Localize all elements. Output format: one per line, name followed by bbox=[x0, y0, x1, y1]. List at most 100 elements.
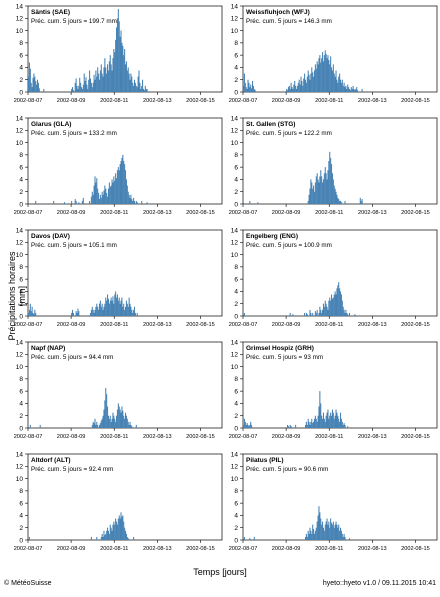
precip-bar bbox=[28, 76, 30, 92]
precip-bar bbox=[251, 80, 254, 92]
y-tick-label: 2 bbox=[19, 77, 23, 84]
precip-bar bbox=[340, 79, 342, 92]
precip-bar bbox=[35, 312, 37, 316]
x-tick-label: 2002-08-13 bbox=[143, 98, 172, 104]
precip-bar bbox=[124, 164, 126, 204]
precip-bar bbox=[322, 61, 324, 92]
precip-bar bbox=[110, 421, 112, 428]
precip-bar bbox=[306, 314, 308, 316]
x-tick-label: 2002-08-15 bbox=[186, 434, 215, 440]
x-tick-label: 2002-08-15 bbox=[401, 210, 430, 216]
precip-bar bbox=[130, 424, 132, 428]
precip-bar bbox=[304, 79, 307, 92]
panel-title: Weissfluhjoch (WFJ) bbox=[246, 9, 310, 16]
precip-bar bbox=[116, 415, 118, 428]
precip-bar bbox=[286, 88, 288, 92]
precip-bar bbox=[125, 533, 127, 540]
precip-bar bbox=[131, 199, 133, 204]
panel-annotation: Préc. cum. 5 jours = 94.4 mm bbox=[31, 354, 113, 361]
precip-bar bbox=[123, 55, 125, 92]
precip-bar bbox=[125, 64, 127, 92]
precip-bar bbox=[108, 418, 110, 428]
panel-annotation: Préc. cum. 5 jours = 92.4 mm bbox=[31, 466, 113, 473]
x-tick-label: 2002-08-07 bbox=[229, 98, 258, 104]
y-tick-label: 4 bbox=[234, 289, 238, 296]
precip-bar bbox=[328, 60, 330, 92]
y-tick-label: 4 bbox=[234, 401, 238, 408]
precip-bar bbox=[108, 182, 110, 204]
precip-bar bbox=[121, 297, 123, 316]
precip-bar bbox=[331, 524, 333, 540]
precip-bar bbox=[342, 424, 344, 428]
panel-8: 0 2 4 6 8 10 12 14 2002-08-07 2002-08-09 2002-08-1… bbox=[229, 339, 438, 440]
precip-bar bbox=[118, 170, 120, 204]
precip-bar bbox=[89, 200, 91, 204]
y-tick-label: 4 bbox=[19, 401, 23, 408]
precip-bar bbox=[36, 84, 38, 92]
precip-bar bbox=[113, 49, 115, 92]
precip-bar bbox=[322, 521, 324, 540]
precip-bar bbox=[340, 530, 342, 540]
precip-bar bbox=[316, 521, 318, 540]
precip-bar bbox=[123, 161, 125, 204]
precip-bar bbox=[85, 77, 87, 92]
y-tick-label: 10 bbox=[16, 28, 24, 35]
precip-bar bbox=[325, 303, 327, 316]
precip-bar bbox=[142, 88, 145, 92]
precip-bar bbox=[317, 415, 319, 428]
precip-bar bbox=[129, 421, 131, 428]
x-tick-label: 2002-08-09 bbox=[272, 322, 301, 328]
precip-bar bbox=[332, 412, 334, 428]
precip-bar bbox=[33, 73, 35, 92]
precip-bar bbox=[127, 67, 129, 92]
precip-bar bbox=[117, 167, 119, 204]
precip-bar bbox=[125, 61, 127, 92]
precip-bar bbox=[328, 161, 330, 204]
precip-bar bbox=[305, 533, 307, 540]
precip-bar bbox=[313, 528, 315, 540]
precip-bar bbox=[109, 415, 111, 428]
precip-bar bbox=[314, 415, 316, 428]
precip-bar bbox=[123, 303, 125, 316]
precip-bar bbox=[125, 300, 127, 316]
precip-bar bbox=[109, 55, 111, 92]
precip-bar bbox=[81, 88, 83, 92]
x-tick-label: 2002-08-13 bbox=[143, 322, 172, 328]
precip-bar bbox=[121, 516, 123, 540]
y-tick-label: 10 bbox=[231, 28, 239, 35]
precip-bar bbox=[133, 197, 135, 204]
precip-bar bbox=[319, 391, 321, 428]
precip-bar bbox=[116, 170, 118, 204]
precip-bar bbox=[107, 527, 109, 540]
precip-bar bbox=[347, 426, 349, 428]
precip-bar bbox=[104, 58, 106, 92]
y-tick-label: 10 bbox=[231, 252, 239, 259]
precip-bar bbox=[331, 164, 333, 204]
precip-bar bbox=[130, 73, 132, 92]
panel-title: Säntis (SAE) bbox=[31, 9, 70, 16]
precip-bar bbox=[310, 530, 312, 540]
precip-bar bbox=[97, 188, 99, 204]
precip-bar bbox=[135, 424, 137, 428]
y-tick-label: 12 bbox=[16, 352, 24, 359]
precip-bar bbox=[309, 527, 311, 540]
precip-bar bbox=[132, 200, 134, 204]
precip-bar bbox=[328, 521, 330, 540]
precip-bar bbox=[107, 196, 109, 204]
precip-bar bbox=[304, 424, 307, 428]
precip-bar bbox=[92, 421, 94, 428]
precip-bar bbox=[248, 82, 250, 92]
precip-bar bbox=[320, 62, 322, 92]
precip-bar bbox=[106, 394, 108, 428]
y-tick-label: 14 bbox=[16, 227, 24, 234]
precip-bar bbox=[343, 423, 345, 428]
precip-bar bbox=[113, 415, 115, 428]
precip-bar bbox=[317, 64, 319, 92]
precip-bar bbox=[31, 306, 33, 316]
precip-bar bbox=[111, 179, 113, 204]
precip-bar bbox=[90, 82, 92, 92]
precip-bar bbox=[322, 179, 324, 204]
precip-bar bbox=[102, 309, 104, 316]
precip-bar bbox=[125, 530, 127, 540]
precip-bar bbox=[249, 538, 251, 540]
